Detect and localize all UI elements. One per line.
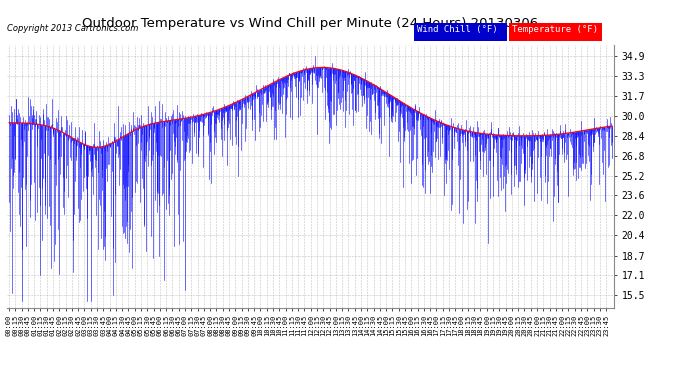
Text: Outdoor Temperature vs Wind Chill per Minute (24 Hours) 20130306: Outdoor Temperature vs Wind Chill per Mi… [82, 17, 539, 30]
Text: Wind Chill (°F): Wind Chill (°F) [417, 25, 497, 34]
Text: Temperature (°F): Temperature (°F) [512, 25, 598, 34]
Text: Copyright 2013 Cartronics.com: Copyright 2013 Cartronics.com [7, 24, 138, 33]
